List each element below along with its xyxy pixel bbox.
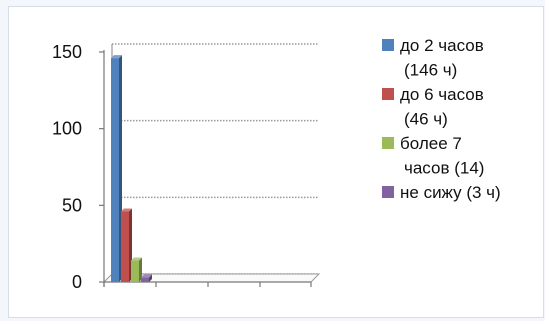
- bar-0: [111, 58, 119, 283]
- legend-swatch-0: [382, 39, 394, 51]
- y-tick-label-150: 150: [52, 42, 82, 62]
- y-tick-label-100: 100: [52, 119, 82, 139]
- legend-swatch-3: [382, 186, 394, 198]
- legend-swatch-1: [382, 88, 394, 100]
- legend-label-2-1: часов (14): [404, 159, 484, 178]
- chart-svg: 0 50 100 150 до 2 часов (146 ч) до 6 часов (46 …: [52, 36, 501, 292]
- legend-label-1-1: (46 ч): [404, 110, 448, 129]
- bar-top-1: [121, 208, 132, 212]
- bar-top-0: [111, 55, 122, 59]
- legend-label-0-1: (146 ч): [404, 61, 457, 80]
- bar-3: [141, 277, 149, 282]
- bar-2: [131, 260, 139, 282]
- bar-top-2: [131, 257, 142, 261]
- bar-1: [121, 211, 129, 282]
- legend-label-0-0: до 2 часов: [400, 36, 484, 55]
- bar-side-3: [149, 274, 152, 282]
- y-tick-label-50: 50: [62, 195, 82, 215]
- chart-frame: 0 50 100 150 до 2 часов (146 ч) до 6 часов (46 …: [8, 6, 544, 318]
- legend-label-2-0: более 7: [400, 134, 462, 153]
- bar-top-3: [141, 274, 152, 278]
- legend-swatch-2: [382, 137, 394, 149]
- bar-side-2: [139, 257, 142, 282]
- legend-label-3-0: не сижу (3 ч): [400, 183, 501, 202]
- legend-label-1-0: до 6 часов: [400, 85, 484, 104]
- y-tick-label-0: 0: [72, 272, 82, 292]
